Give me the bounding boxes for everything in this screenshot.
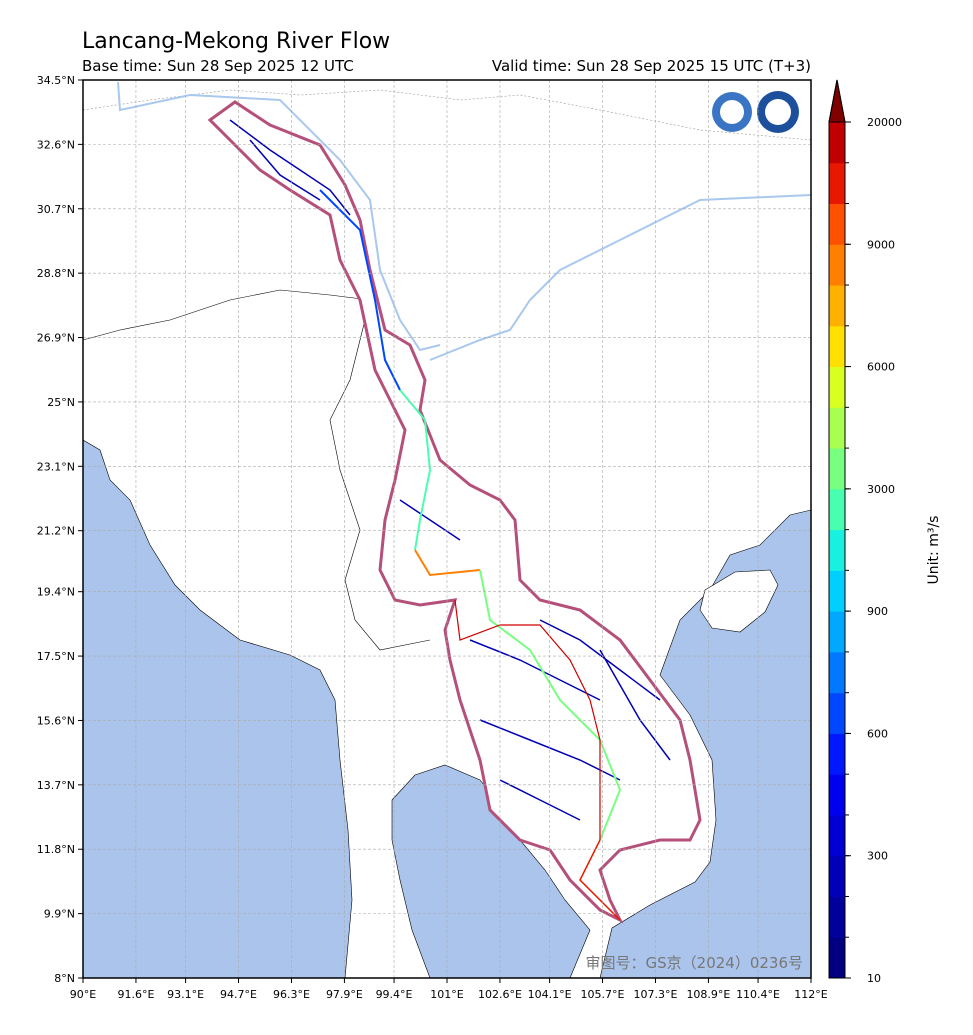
basin bbox=[207, 100, 702, 924]
colorbar-frame bbox=[828, 79, 846, 979]
colorbar-tick-label: 300 bbox=[867, 850, 888, 863]
x-tick-label: 94.7°E bbox=[220, 988, 257, 1001]
main-stem bbox=[414, 549, 481, 577]
colorbar-band bbox=[829, 937, 845, 979]
y-tick-label: 28.8°N bbox=[37, 267, 75, 280]
border bbox=[454, 599, 601, 840]
tributaries bbox=[229, 119, 671, 821]
x-tick-label: 107.3°E bbox=[633, 988, 677, 1001]
x-tick-label: 97.9°E bbox=[326, 988, 363, 1001]
colorbar-band bbox=[829, 611, 845, 653]
colorbar-band bbox=[829, 285, 845, 327]
colorbar-tick-label: 900 bbox=[867, 605, 888, 618]
ocean bbox=[391, 764, 591, 978]
x-tick-label: 91.6°E bbox=[117, 988, 154, 1001]
main-stem bbox=[479, 569, 622, 841]
x-tick-label: 90°E bbox=[70, 988, 96, 1001]
colorbar-band bbox=[829, 814, 845, 857]
colorbar-band bbox=[829, 448, 845, 490]
y-tick-label: 11.8°N bbox=[37, 843, 75, 856]
x-tick-label: 102.6°E bbox=[478, 988, 522, 1001]
x-tick-label: 110.4°E bbox=[736, 988, 780, 1001]
y-tick-label: 26.9°N bbox=[37, 332, 75, 345]
y-tick-label: 13.7°N bbox=[37, 779, 75, 792]
y-tick-label: 25°N bbox=[47, 396, 75, 409]
main-stem bbox=[319, 189, 401, 391]
colorbar-tick-label: 9000 bbox=[867, 238, 895, 251]
x-tick-label: 108.9°E bbox=[686, 988, 730, 1001]
logos bbox=[712, 91, 799, 133]
river-line bbox=[429, 194, 811, 361]
colorbar-band bbox=[829, 488, 845, 531]
y-tick-label: 21.2°N bbox=[37, 525, 75, 538]
colorbar-band bbox=[829, 692, 845, 734]
island bbox=[699, 569, 779, 633]
colorbar-band bbox=[829, 162, 845, 205]
x-tick-label: 93.1°E bbox=[167, 988, 204, 1001]
y-tick-label: 19.4°N bbox=[37, 586, 75, 599]
colorbar-band bbox=[829, 774, 845, 816]
y-tick-label: 8°N bbox=[54, 972, 75, 985]
x-tick-label: 99.4°E bbox=[376, 988, 413, 1001]
y-tick-label: 32.6°N bbox=[37, 138, 75, 151]
y-tick-label: 30.7°N bbox=[37, 203, 75, 216]
colorbar-tick-label: 20000 bbox=[867, 116, 902, 129]
colorbar-band bbox=[829, 407, 845, 449]
colorbar-band bbox=[829, 896, 845, 938]
colorbar-band bbox=[829, 855, 845, 897]
x-tick-label: 101°E bbox=[430, 988, 463, 1001]
colorbar-tick-label: 3000 bbox=[867, 483, 895, 496]
y-tick-label: 34.5°N bbox=[37, 74, 75, 87]
colorbar-band bbox=[829, 733, 845, 775]
subtitle: Base time: Sun 28 Sep 2025 12 UTC bbox=[82, 57, 354, 75]
colorbar-band bbox=[829, 529, 845, 571]
colorbar-band bbox=[829, 122, 845, 164]
colorbar-extend bbox=[828, 79, 846, 123]
y-tick-label: 15.6°N bbox=[37, 714, 75, 727]
border bbox=[83, 289, 431, 651]
colorbar-tick-label: 6000 bbox=[867, 361, 895, 374]
colorbar-band bbox=[829, 325, 845, 368]
colorbar-band bbox=[829, 651, 845, 694]
subtitle: Valid time: Sun 28 Sep 2025 15 UTC (T+3) bbox=[492, 57, 811, 75]
y-tick-label: 23.1°N bbox=[37, 460, 75, 473]
main-stem bbox=[399, 389, 432, 551]
colorbar-band bbox=[829, 244, 845, 286]
colorbar-label: Unit: m³/s bbox=[926, 516, 942, 585]
x-tick-label: 104.1°E bbox=[528, 988, 572, 1001]
x-tick-label: 112°E bbox=[794, 988, 827, 1001]
main-stem bbox=[579, 839, 621, 921]
river-line bbox=[117, 81, 441, 352]
x-tick-label: 96.3°E bbox=[273, 988, 310, 1001]
y-tick-label: 17.5°N bbox=[37, 650, 75, 663]
y-tick-label: 9.9°N bbox=[44, 908, 75, 921]
colorbar-band bbox=[829, 366, 845, 408]
chart-title: Lancang-Mekong River Flow bbox=[82, 29, 390, 54]
colorbar-tick-label: 600 bbox=[867, 727, 888, 740]
colorbar-tick-label: 10 bbox=[867, 972, 881, 985]
map bbox=[83, 80, 811, 978]
watermark: 审图号：GS京（2024）0236号 bbox=[586, 954, 804, 972]
colorbar-band bbox=[829, 570, 845, 612]
x-tick-label: 105.7°E bbox=[581, 988, 625, 1001]
ocean bbox=[83, 439, 353, 978]
colorbar-band bbox=[829, 203, 845, 245]
